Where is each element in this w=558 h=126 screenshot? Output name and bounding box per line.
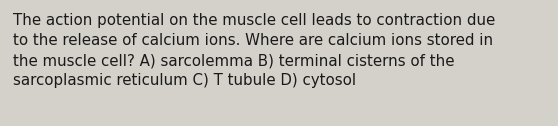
Text: The action potential on the muscle cell leads to contraction due
to the release : The action potential on the muscle cell … xyxy=(13,13,496,88)
